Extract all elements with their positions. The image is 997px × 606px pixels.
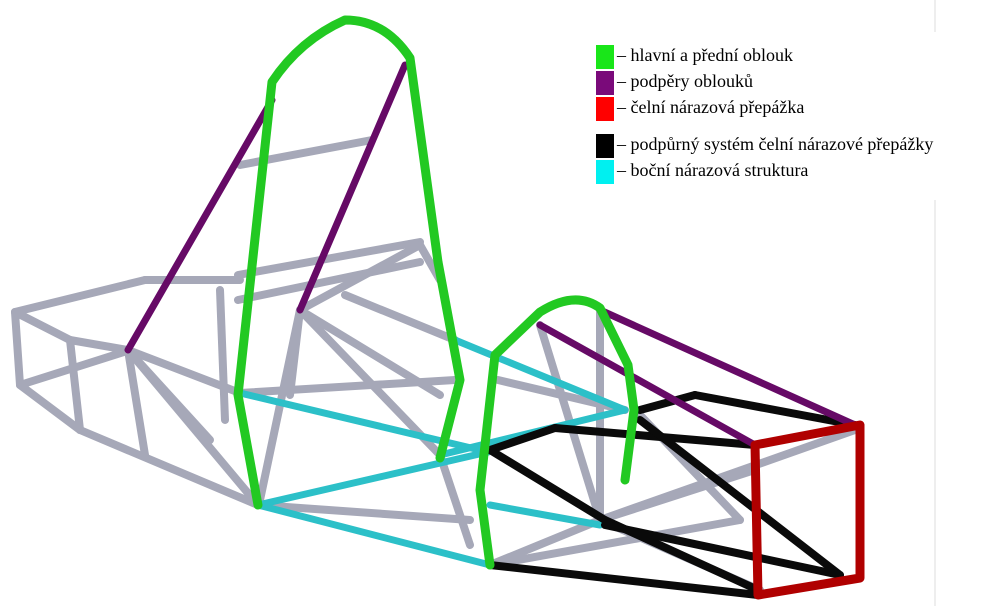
- legend-swatch: [596, 160, 614, 184]
- legend-label: – podpěry oblouků: [616, 71, 753, 91]
- red-bulkhead: [750, 420, 865, 600]
- legend-swatch: [596, 71, 614, 95]
- legend-swatch: [596, 134, 614, 158]
- green-tubes: [233, 15, 639, 570]
- legend-swatch: [596, 97, 614, 121]
- black-tubes: [486, 391, 859, 599]
- purple-tubes: [124, 61, 859, 449]
- legend-label: – podpůrný systém čelní nárazové přepážk…: [616, 134, 933, 154]
- legend-label: – hlavní a přední oblouk: [616, 45, 793, 65]
- legend-label: – boční nárazová struktura: [616, 160, 808, 180]
- legend-label: – čelní nárazová přepážka: [616, 97, 804, 117]
- legend-swatch: [596, 45, 614, 69]
